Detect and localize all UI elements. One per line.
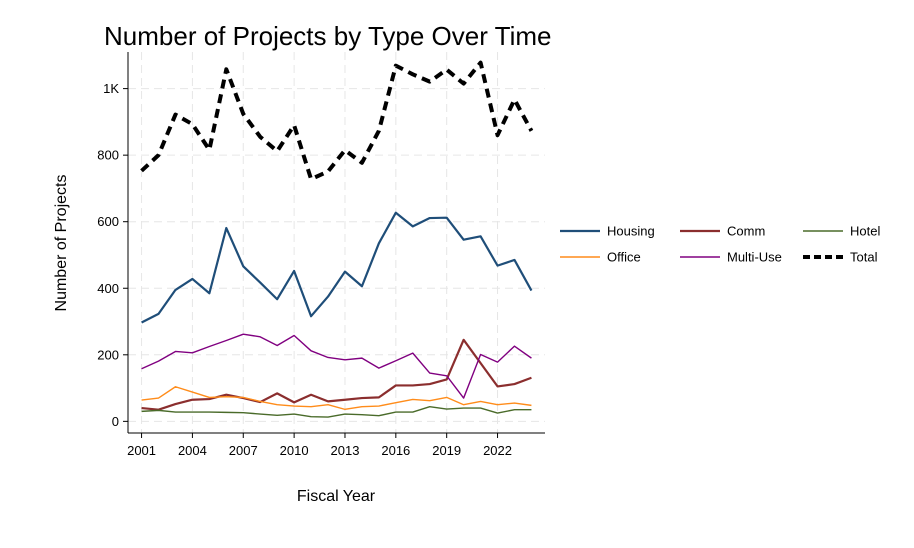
y-tick-label: 800 bbox=[97, 148, 119, 163]
x-tick-label: 2019 bbox=[432, 443, 461, 458]
series-line-housing bbox=[141, 211, 533, 324]
legend-label-housing: Housing bbox=[607, 224, 655, 239]
y-tick-label: 400 bbox=[97, 281, 119, 296]
y-tick-label: 1K bbox=[103, 81, 119, 96]
chart-title: Number of Projects by Type Over Time bbox=[104, 21, 551, 51]
x-tick-label: 2001 bbox=[127, 443, 156, 458]
y-tick-label: 600 bbox=[97, 214, 119, 229]
x-tick-label: 2013 bbox=[331, 443, 360, 458]
x-tick-label: 2007 bbox=[229, 443, 258, 458]
x-tick-label: 2004 bbox=[178, 443, 207, 458]
axes: 0 200 400 600 800 1K 2001 2004 2007 2010 2013 2016 2… bbox=[97, 52, 545, 458]
x-tick-label: 2010 bbox=[280, 443, 309, 458]
legend: Housing Comm Hotel Office Multi-Use Total bbox=[560, 224, 880, 265]
legend-label-multi-use: Multi-Use bbox=[727, 250, 782, 265]
series-line-total bbox=[140, 60, 534, 182]
series-line-multi-use bbox=[141, 333, 532, 399]
legend-label-total: Total bbox=[850, 250, 878, 265]
series-line-comm bbox=[141, 338, 532, 411]
x-tick-label: 2016 bbox=[381, 443, 410, 458]
series-lines bbox=[140, 60, 534, 418]
y-tick-label: 0 bbox=[112, 414, 119, 429]
grid bbox=[128, 52, 545, 433]
series-line-hotel bbox=[141, 406, 532, 418]
legend-label-comm: Comm bbox=[727, 224, 765, 239]
legend-label-hotel: Hotel bbox=[850, 224, 880, 239]
x-tick-label: 2022 bbox=[483, 443, 512, 458]
y-axis-label: Number of Projects bbox=[53, 175, 70, 312]
legend-label-office: Office bbox=[607, 250, 641, 265]
x-axis-label: Fiscal Year bbox=[297, 488, 376, 505]
series-line-office bbox=[141, 386, 532, 411]
y-tick-label: 200 bbox=[97, 347, 119, 362]
